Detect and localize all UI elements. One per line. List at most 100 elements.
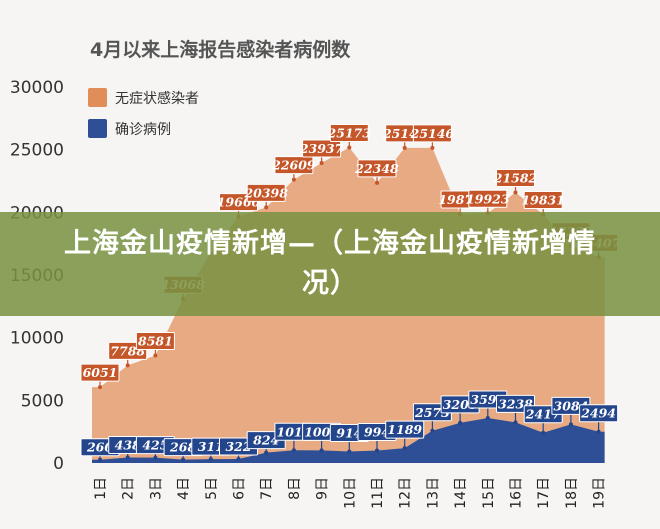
- y-tick-label: 30000: [10, 78, 64, 98]
- x-tick-label: 18日: [564, 477, 580, 509]
- confirmed-point: [513, 420, 518, 425]
- x-tick-label: 4日: [176, 477, 192, 500]
- confirmed-data-label: 322: [225, 439, 251, 454]
- asymptomatic-data-label: 21582: [493, 171, 538, 186]
- x-tick-label: 11日: [370, 477, 386, 509]
- asymptomatic-point: [98, 385, 102, 390]
- asymptomatic-data-label-box: [412, 124, 452, 143]
- confirmed-point: [485, 416, 490, 421]
- asymptomatic-point: [375, 180, 379, 185]
- x-tick-label: 16日: [509, 477, 525, 509]
- asymptomatic-point: [513, 190, 518, 195]
- y-tick-label: 5000: [21, 391, 64, 411]
- confirmed-data-label: 260: [86, 440, 113, 455]
- asymptomatic-data-label-box: [496, 169, 535, 188]
- confirmed-point: [208, 457, 213, 462]
- x-tick-label: 14日: [453, 477, 469, 509]
- asymptomatic-data-label-box: [357, 159, 397, 178]
- headline-banner: 上海金山疫情新增—（上海金山疫情新增情况）: [0, 212, 660, 316]
- asymptomatic-data-label-box: [302, 139, 342, 158]
- x-tick-label: 1日: [93, 477, 109, 500]
- asymptomatic-data-label-box: [274, 156, 314, 175]
- asymptomatic-data-label-box: [468, 189, 508, 208]
- x-tick-label: 3日: [148, 477, 164, 500]
- y-tick-label: 10000: [10, 329, 64, 349]
- confirmed-point: [125, 455, 130, 460]
- x-tick-label: 15日: [481, 477, 497, 509]
- confirmed-data-label: 268: [169, 440, 196, 455]
- confirmed-point: [402, 446, 407, 451]
- x-tick-label: 13日: [425, 477, 441, 509]
- asymptomatic-data-label: 20398: [243, 185, 288, 200]
- chart-title: 4月以来上海报告感染者病例数: [90, 38, 351, 61]
- confirmed-point: [98, 457, 102, 462]
- legend-label-asymptomatic: 无症状感染者: [115, 90, 199, 107]
- confirmed-data-label: 1189: [387, 422, 422, 437]
- legend-swatch-confirmed: [88, 119, 107, 138]
- confirmed-data-label: 311: [198, 439, 224, 454]
- asymptomatic-point: [291, 177, 296, 182]
- x-tick-label: 8日: [287, 477, 303, 500]
- asymptomatic-data-label: 25146: [410, 126, 455, 141]
- asymptomatic-data-label-box: [329, 123, 369, 142]
- confirmed-point: [181, 457, 186, 462]
- asymptomatic-data-label: 22348: [354, 161, 399, 176]
- x-tick-label: 5日: [204, 477, 220, 500]
- asymptomatic-point: [402, 145, 407, 150]
- asymptomatic-data-label: 25173: [327, 125, 372, 140]
- confirmed-point: [153, 455, 158, 460]
- confirmed-point: [319, 448, 324, 453]
- legend-swatch-asymptomatic: [88, 88, 107, 107]
- asymptomatic-point: [125, 363, 130, 368]
- confirmed-point: [458, 420, 463, 425]
- asymptomatic-data-label-box: [523, 190, 563, 209]
- confirmed-point: [236, 456, 241, 461]
- asymptomatic-data-label-box: [135, 331, 175, 350]
- asymptomatic-point: [430, 145, 435, 150]
- legend-label-confirmed: 确诊病例: [115, 122, 171, 138]
- legend: 无症状感染者 确诊病例: [88, 88, 199, 138]
- x-tick-label: 9日: [315, 477, 331, 500]
- asymptomatic-data-label-box: [246, 183, 286, 202]
- headline-text: 上海金山疫情新增—（上海金山疫情新增情况）: [64, 228, 596, 299]
- area-confirmed: [92, 418, 605, 463]
- x-tick-label: 17日: [536, 477, 552, 509]
- y-tick-label: 25000: [10, 141, 64, 161]
- confirmed-point: [541, 430, 546, 435]
- y-tick-label: 0: [53, 454, 64, 474]
- confirmed-point: [430, 428, 435, 433]
- asymptomatic-data-label: 19831: [521, 192, 565, 207]
- asymptomatic-data-label: 23937: [299, 141, 344, 156]
- x-tick-label: 19日: [592, 477, 608, 509]
- confirmed-point: [264, 450, 269, 455]
- x-tick-label: 2日: [121, 477, 137, 500]
- confirmed-data-label: 425: [142, 438, 168, 453]
- x-tick-label: 7日: [259, 477, 275, 500]
- asymptomatic-point: [319, 160, 324, 165]
- confirmed-data-label: 994: [364, 425, 390, 440]
- confirmed-data-label: 2494: [580, 406, 616, 421]
- confirmed-point: [596, 429, 601, 434]
- asymptomatic-data-label: 8581: [138, 333, 173, 348]
- asymptomatic-point: [153, 353, 158, 358]
- asymptomatic-point: [347, 145, 352, 150]
- confirmed-data-label: 438: [115, 438, 141, 453]
- confirmed-data-label-box: [579, 404, 619, 423]
- confirmed-data-label: 914: [336, 426, 362, 441]
- confirmed-point: [568, 422, 573, 427]
- x-tick-label: 6日: [232, 477, 248, 500]
- confirmed-point: [291, 448, 296, 453]
- x-tick-label: 10日: [342, 477, 358, 509]
- asymptomatic-data-label: 6051: [83, 365, 118, 380]
- asymptomatic-data-label-box: [80, 363, 120, 382]
- confirmed-data-label-box: [385, 420, 425, 439]
- asymptomatic-point: [264, 205, 269, 210]
- asymptomatic-data-label: 19923: [466, 191, 510, 206]
- confirmed-data-label: 824: [253, 433, 279, 448]
- confirmed-point: [375, 448, 379, 453]
- x-tick-label: 12日: [398, 477, 414, 509]
- confirmed-point: [347, 449, 352, 454]
- x-axis: 1日 2日 3日 4日 5日 6日 7日 8日 9日 10日 11日 12日 13日 14日 15日 16日 1…: [93, 477, 608, 509]
- asymptomatic-data-label: 22609: [271, 158, 316, 173]
